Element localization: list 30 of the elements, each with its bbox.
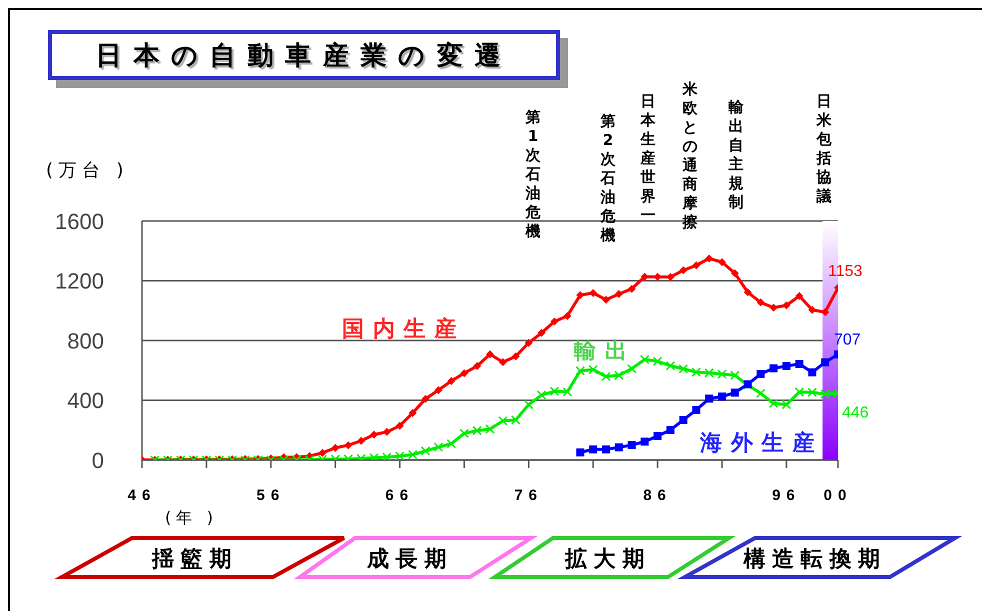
data-label: 446 bbox=[842, 404, 869, 422]
text: 揺籃期 bbox=[151, 547, 238, 572]
text: 成長期 bbox=[366, 547, 453, 572]
y-axis-title: (万台 ) bbox=[46, 159, 129, 182]
x-tick-label: 00 bbox=[824, 487, 852, 504]
data-label: 707 bbox=[834, 331, 861, 348]
annotation: 第2次石油危機 bbox=[600, 112, 616, 245]
y-tick-label: 800 bbox=[67, 328, 104, 354]
text: 輸出自主規制 bbox=[728, 98, 744, 212]
y-tick-label: 400 bbox=[67, 388, 104, 414]
x-tick-label: 46 bbox=[128, 487, 156, 504]
series-label: 国内生産 bbox=[342, 316, 466, 344]
series-label: 海外生産 bbox=[700, 430, 824, 458]
text: 構造転換期 bbox=[742, 547, 886, 572]
data-label: 1153 bbox=[828, 262, 863, 280]
text: 日米包括協議 bbox=[816, 92, 832, 206]
y-tick-label: 1600 bbox=[55, 208, 104, 234]
x-tick-label: 86 bbox=[643, 487, 672, 504]
text: 拡大期 bbox=[564, 547, 651, 572]
annotation: 第1次石油危機 bbox=[526, 108, 540, 241]
chart-title: 日本の自動車産業の変遷 bbox=[48, 30, 560, 80]
x-axis-title: (年 ) bbox=[165, 508, 218, 529]
x-tick-label: 56 bbox=[256, 487, 286, 504]
annotation: 日本生産世界一 bbox=[640, 92, 656, 225]
x-tick-label: 66 bbox=[385, 487, 414, 504]
x-tick-label: 76 bbox=[514, 487, 544, 504]
y-tick-label: 0 bbox=[92, 448, 104, 473]
y-tick-label: 1200 bbox=[55, 268, 104, 294]
x-tick-label: 96 bbox=[772, 487, 801, 504]
series-label: 輸出 bbox=[574, 338, 636, 366]
